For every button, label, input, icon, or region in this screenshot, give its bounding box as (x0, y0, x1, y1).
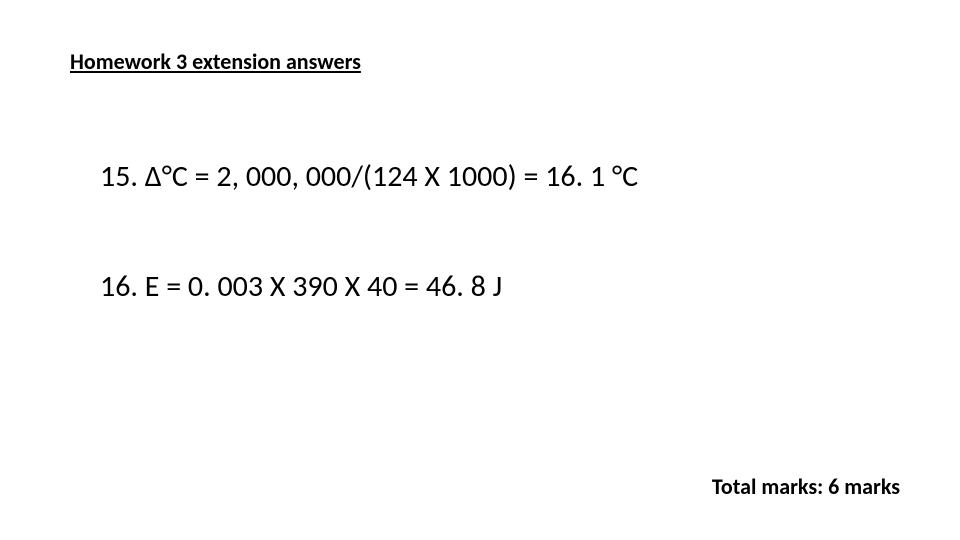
page-title: Homework 3 extension answers (70, 48, 361, 75)
answer-16: 16. E = 0. 003 X 390 X 40 = 46. 8 J (100, 268, 502, 305)
answer-15: 15. Δ°C = 2, 000, 000/(124 X 1000) = 16.… (100, 158, 638, 195)
total-marks: Total marks: 6 marks (712, 473, 900, 500)
slide: Homework 3 extension answers 15. Δ°C = 2… (0, 0, 960, 540)
